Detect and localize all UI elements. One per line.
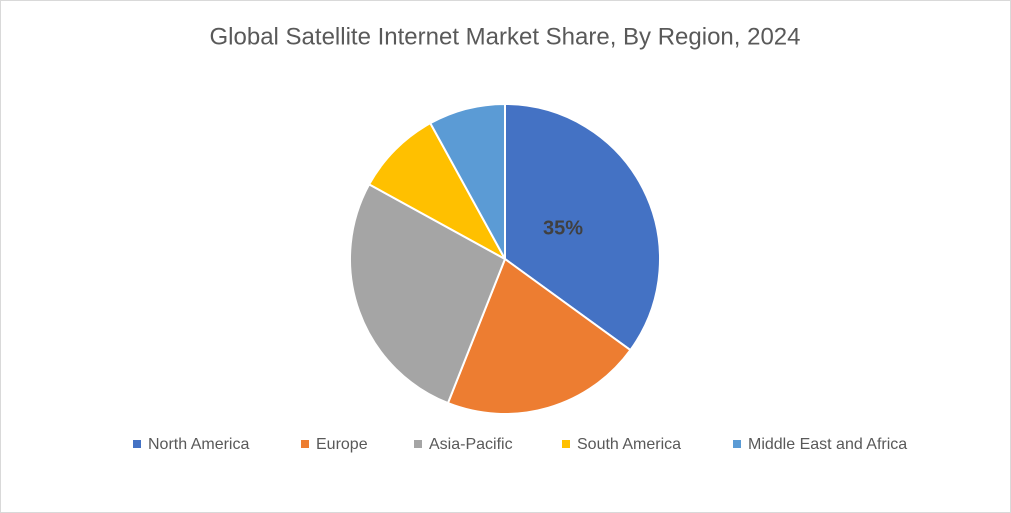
legend-marker — [562, 440, 570, 448]
data-label: 35% — [543, 218, 583, 240]
legend-marker — [414, 440, 422, 448]
chart-title: Global Satellite Internet Market Share, … — [210, 23, 801, 50]
pie-slice — [349, 182, 507, 405]
pie-slice — [504, 102, 661, 352]
legend-label: North America — [148, 436, 249, 453]
legend-marker — [301, 440, 309, 448]
legend-label: Europe — [316, 436, 368, 453]
legend-marker — [733, 440, 741, 448]
legend-label: Asia-Pacific — [429, 436, 513, 453]
pie-slice — [428, 102, 506, 260]
legend-label: Middle East and Africa — [748, 436, 907, 453]
legend-marker — [133, 440, 141, 448]
pie-slice — [367, 121, 508, 262]
legend-label: South America — [577, 436, 681, 453]
pie-slice — [446, 257, 632, 415]
